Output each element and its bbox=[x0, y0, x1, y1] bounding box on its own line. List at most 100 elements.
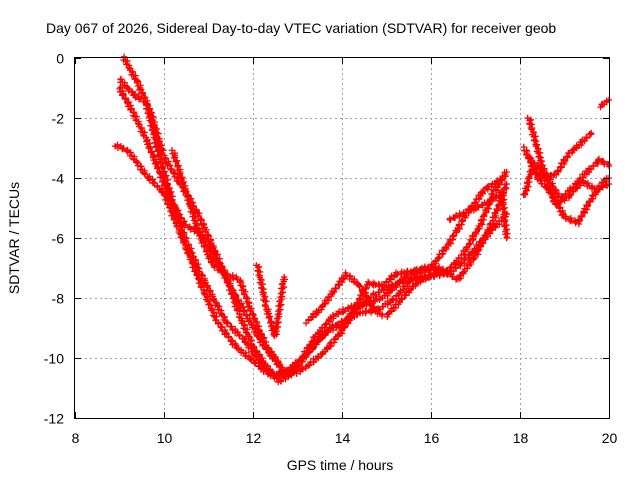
y-tick-label: -4 bbox=[52, 171, 65, 187]
data-point bbox=[263, 366, 270, 373]
data-point bbox=[252, 321, 260, 329]
data-point bbox=[574, 181, 581, 188]
data-point bbox=[123, 147, 130, 155]
data-point bbox=[195, 268, 203, 275]
data-point bbox=[449, 232, 456, 240]
data-point bbox=[569, 188, 577, 195]
data-point bbox=[159, 188, 167, 196]
data-point bbox=[153, 160, 160, 167]
series-track-m bbox=[525, 129, 595, 182]
data-point bbox=[362, 309, 369, 317]
data-point bbox=[133, 159, 141, 166]
data-point bbox=[252, 348, 260, 355]
data-point bbox=[401, 291, 409, 299]
series-track-g bbox=[302, 269, 386, 327]
data-point bbox=[426, 271, 434, 279]
data-point bbox=[177, 214, 184, 221]
data-point bbox=[501, 222, 509, 229]
data-point bbox=[390, 296, 397, 304]
x-tick-label: 12 bbox=[246, 430, 262, 446]
data-point bbox=[493, 205, 500, 213]
data-point bbox=[249, 311, 257, 319]
data-point bbox=[203, 283, 211, 291]
data-point bbox=[155, 130, 162, 137]
data-point bbox=[143, 138, 150, 145]
data-point bbox=[223, 278, 231, 286]
data-point bbox=[458, 217, 465, 225]
data-point bbox=[240, 307, 248, 315]
data-point bbox=[398, 295, 406, 302]
x-axis-label: GPS time / hours bbox=[287, 457, 394, 473]
series-track-d bbox=[120, 53, 506, 386]
data-point bbox=[550, 194, 558, 201]
data-point bbox=[265, 314, 273, 322]
data-point bbox=[384, 297, 392, 305]
data-point bbox=[525, 183, 532, 190]
data-point bbox=[177, 175, 184, 182]
data-point bbox=[416, 266, 424, 273]
axis-ticks bbox=[75, 58, 610, 419]
data-point bbox=[125, 87, 133, 95]
data-point bbox=[545, 186, 553, 193]
x-tick-label: 16 bbox=[424, 430, 440, 446]
data-point bbox=[207, 287, 214, 294]
data-point bbox=[239, 283, 246, 290]
data-point bbox=[173, 157, 181, 164]
data-point bbox=[230, 275, 237, 282]
data-point bbox=[599, 158, 607, 165]
data-point bbox=[195, 232, 203, 240]
data-point bbox=[188, 245, 195, 252]
series-track-l bbox=[524, 114, 613, 208]
data-point bbox=[132, 72, 139, 79]
series-track-e bbox=[168, 147, 283, 368]
data-point bbox=[129, 68, 136, 75]
data-point bbox=[137, 86, 145, 93]
data-point bbox=[255, 263, 263, 271]
data-point bbox=[242, 312, 250, 319]
data-point bbox=[218, 324, 225, 331]
data-point bbox=[489, 190, 496, 198]
data-point bbox=[503, 168, 510, 176]
data-point bbox=[584, 202, 592, 209]
data-point bbox=[310, 310, 317, 318]
y-tick-label: 0 bbox=[56, 51, 64, 67]
data-point bbox=[285, 373, 292, 380]
data-point bbox=[166, 204, 173, 211]
data-point bbox=[263, 298, 270, 305]
data-point bbox=[182, 237, 189, 244]
data-point bbox=[383, 278, 390, 286]
data-point bbox=[375, 289, 382, 296]
data-point bbox=[418, 267, 425, 274]
data-point bbox=[469, 232, 476, 239]
data-point bbox=[262, 302, 269, 310]
series-track-f bbox=[253, 262, 288, 340]
data-point bbox=[503, 234, 510, 242]
data-point bbox=[276, 360, 283, 368]
data-point bbox=[175, 162, 182, 169]
data-point bbox=[119, 145, 126, 153]
data-point bbox=[157, 142, 165, 149]
data-point bbox=[594, 156, 602, 164]
data-point bbox=[577, 212, 585, 220]
data-point bbox=[427, 272, 435, 279]
data-point bbox=[138, 90, 146, 98]
data-point bbox=[185, 193, 192, 200]
data-point bbox=[120, 91, 127, 99]
data-point bbox=[583, 134, 591, 141]
y-tick-label: -12 bbox=[44, 411, 64, 427]
data-point bbox=[448, 263, 455, 271]
data-point bbox=[233, 307, 241, 314]
data-point bbox=[576, 216, 584, 224]
data-point bbox=[167, 197, 174, 205]
data-point bbox=[229, 295, 237, 302]
data-point bbox=[246, 307, 254, 314]
data-point bbox=[236, 332, 243, 339]
data-point bbox=[150, 121, 157, 128]
data-point bbox=[196, 226, 203, 233]
data-point bbox=[479, 213, 487, 220]
data-point bbox=[201, 243, 208, 251]
y-tick-label: -8 bbox=[52, 291, 65, 307]
data-point bbox=[275, 318, 282, 326]
x-tick-label: 20 bbox=[602, 430, 618, 446]
data-point bbox=[155, 137, 162, 145]
